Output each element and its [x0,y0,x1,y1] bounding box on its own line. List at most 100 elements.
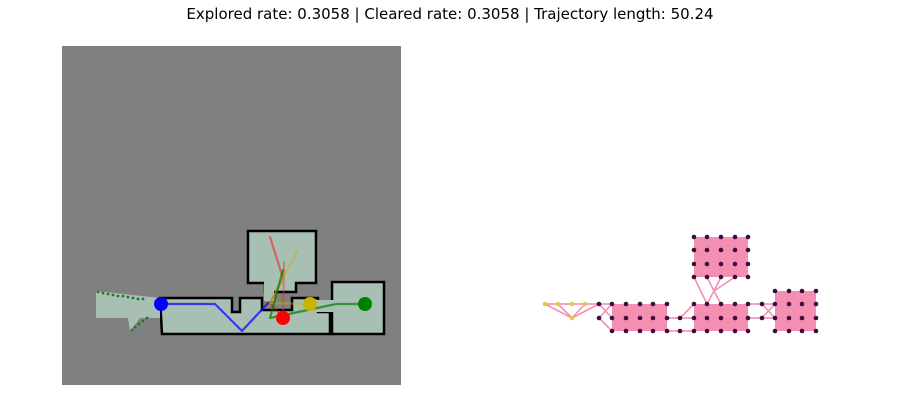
graph-edge [598,317,613,332]
graph-node [786,328,792,334]
graph-node [691,234,697,240]
graph-node [799,315,805,321]
graph-node [799,301,805,307]
graph-edge [706,276,715,292]
graph-node [745,234,751,240]
frontier-node [555,301,561,307]
graph-node [664,328,670,334]
graph-node [650,301,656,307]
exploration-map-panel [62,46,401,385]
trajectory-red-2 [282,261,285,319]
graph-node [732,315,738,321]
graph-node [609,328,615,334]
graph-node [637,315,643,321]
graph-node [704,274,710,280]
graph-node [745,261,751,267]
graph-node [745,274,751,280]
trajectory-blue [159,301,270,333]
graph-node [786,288,792,294]
graph-edge [625,317,654,332]
graph-node [704,261,710,267]
explored-floor [96,229,386,336]
graph-node [813,315,819,321]
graph-node [691,261,697,267]
graph-node [609,315,615,321]
graph-node [745,328,751,334]
graph-edge [761,303,776,319]
graph-edge [713,290,722,305]
graph-node [759,301,765,307]
graph-node [623,301,629,307]
topological-graph [542,234,819,334]
frontier-node [569,301,575,307]
graph-node [772,315,778,321]
agent-green-marker [358,297,372,311]
graph-nodes [542,234,819,334]
graph-edge [713,276,722,292]
graph-node [732,274,738,280]
graph-node [637,301,643,307]
agent-yellow-marker [303,297,317,311]
graph-node [786,301,792,307]
graph-node [704,247,710,253]
frontier-dots [96,290,149,332]
graph-node [772,288,778,294]
graph-node [772,301,778,307]
graph-node [718,301,724,307]
graph-node [664,315,670,321]
graph-edge [598,303,613,319]
graph-node [650,315,656,321]
graph-node [704,234,710,240]
graph-edge [571,303,600,319]
graph-node [745,315,751,321]
graph-edge [544,303,573,319]
room-block-upper [694,237,748,277]
graph-node [745,247,751,253]
graph-node [786,315,792,321]
graph-edge [713,276,736,292]
graph-node [772,328,778,334]
graph-edge [679,303,695,319]
graph-node [732,301,738,307]
graph-node [677,328,683,334]
graph-node [745,301,751,307]
graph-node [691,315,697,321]
agents [154,297,372,325]
graph-node [691,274,697,280]
graph-node [718,247,724,253]
agent-blue-marker [154,297,168,311]
graph-node [691,247,697,253]
frontier-node [582,301,588,307]
graph-node [623,315,629,321]
trajectories [159,235,367,333]
graph-node [732,328,738,334]
graph-edge [693,276,708,305]
graph-edge [571,303,586,319]
graph-node [691,301,697,307]
graph-node [650,328,656,334]
graph-node [732,247,738,253]
graph-node [637,328,643,334]
graph-node [732,234,738,240]
frontier-node [569,315,575,321]
figure-title: Explored rate: 0.3058 | Cleared rate: 0.… [186,5,714,23]
graph-node [718,328,724,334]
graph-node [623,328,629,334]
graph-edge [706,290,715,305]
exploration-map [62,46,401,385]
graph-node [704,301,710,307]
graph-node [813,328,819,334]
graph-node [596,315,602,321]
graph-node [813,301,819,307]
graph-node [664,301,670,307]
graph-node [799,288,805,294]
trajectory-green [268,268,367,320]
frontier-node [542,301,548,307]
agent-red-marker [276,311,290,325]
graph-node [718,274,724,280]
graph-node [718,234,724,240]
graph-node [596,301,602,307]
graph-edge [557,303,573,319]
graph-node [718,315,724,321]
graph-node [704,315,710,321]
